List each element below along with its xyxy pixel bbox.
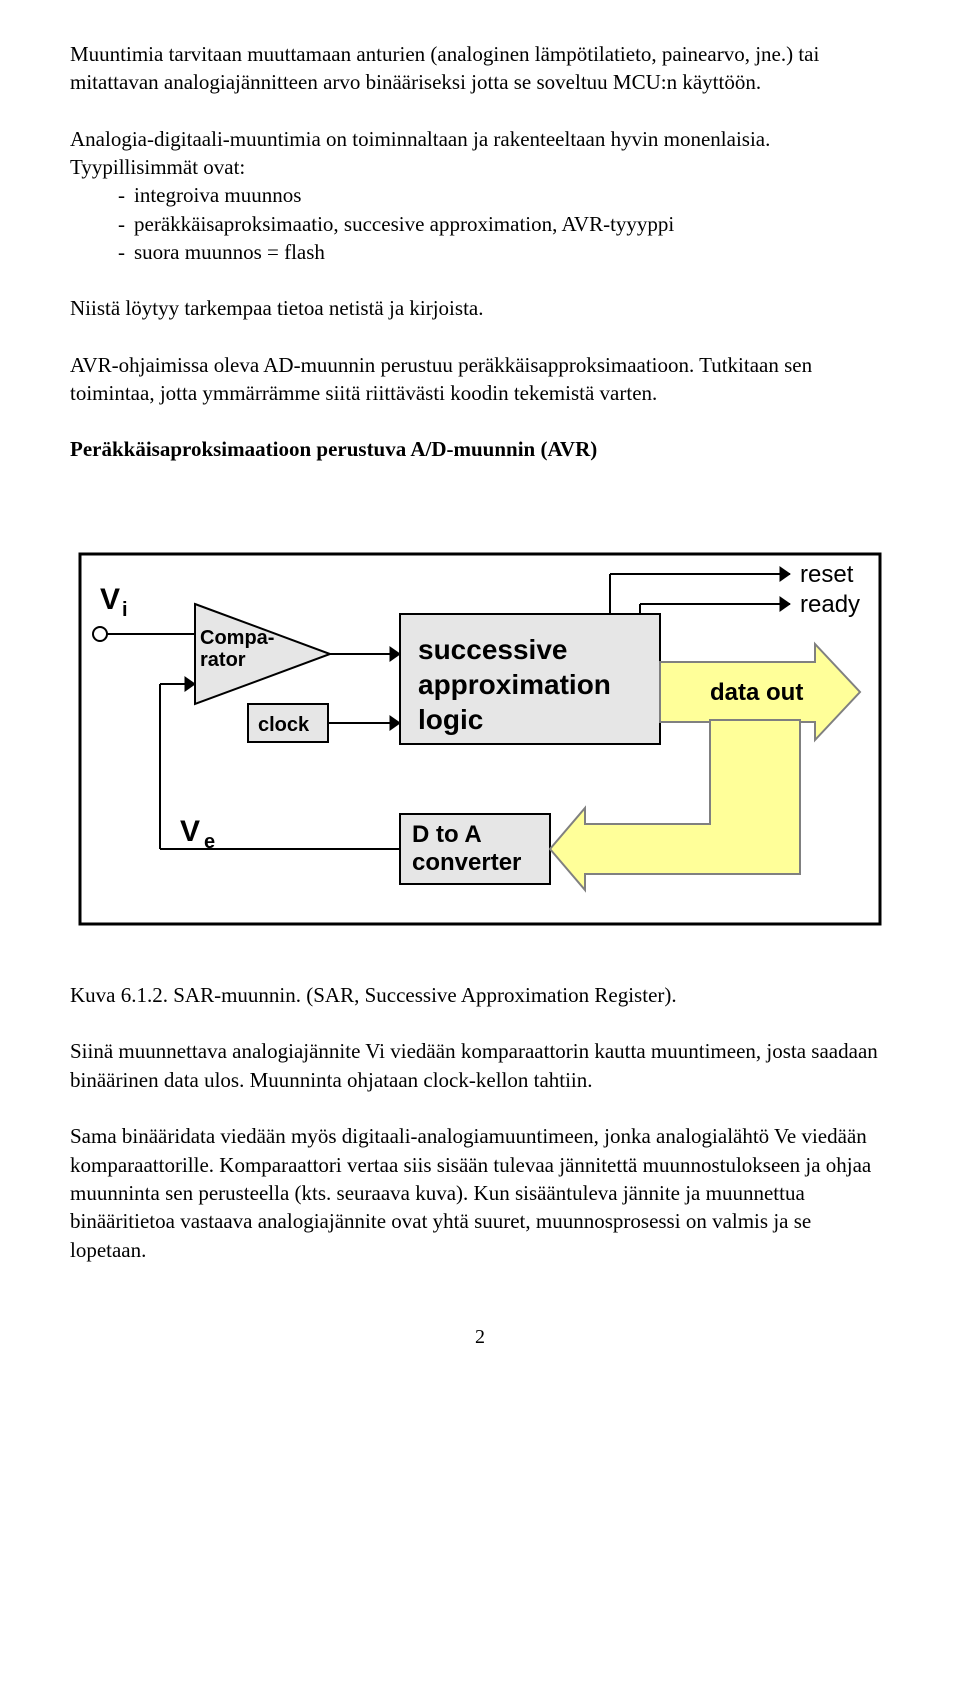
list-text: peräkkäisaproksimaatio, succesive approx… <box>134 210 890 238</box>
svg-text:i: i <box>122 599 128 621</box>
svg-text:data out: data out <box>710 679 803 706</box>
list-text: integroiva muunnos <box>134 181 890 209</box>
svg-text:D to A: D to A <box>412 821 482 848</box>
list-text: suora muunnos = flash <box>134 238 890 266</box>
svg-text:V: V <box>100 583 120 616</box>
types-lead: Analogia-digitaali-muuntimia on toiminna… <box>70 125 890 182</box>
section-heading: Peräkkäisaproksimaatioon perustuva A/D-m… <box>70 435 890 463</box>
svg-text:successive: successive <box>418 634 567 665</box>
svg-text:converter: converter <box>412 849 521 876</box>
document-page: Muuntimia tarvitaan muuttamaan anturien … <box>0 0 960 1391</box>
svg-text:approximation: approximation <box>418 669 611 700</box>
list-item: - peräkkäisaproksimaatio, succesive appr… <box>70 210 890 238</box>
list-dash: - <box>70 210 134 238</box>
svg-text:clock: clock <box>258 714 310 736</box>
paragraph-4: AVR-ohjaimissa oleva AD-muunnin perustuu… <box>70 351 890 408</box>
svg-text:rator: rator <box>200 649 246 671</box>
page-number: 2 <box>70 1324 890 1351</box>
sar-diagram-svg: successive approximation logic Compa-rator c… <box>70 494 890 934</box>
types-block: Analogia-digitaali-muuntimia on toiminna… <box>70 125 890 267</box>
paragraph-5: Siinä muunnettava analogiajännite Vi vie… <box>70 1037 890 1094</box>
svg-text:V: V <box>180 815 200 848</box>
svg-text:Compa-: Compa- <box>200 627 274 649</box>
list-dash: - <box>70 181 134 209</box>
list-item: - integroiva muunnos <box>70 181 890 209</box>
figure-caption: Kuva 6.1.2. SAR-muunnin. (SAR, Successiv… <box>70 981 890 1009</box>
svg-text:reset: reset <box>800 561 854 588</box>
paragraph-6: Sama binääridata viedään myös digitaali-… <box>70 1122 890 1264</box>
svg-text:ready: ready <box>800 591 860 618</box>
list-item: - suora muunnos = flash <box>70 238 890 266</box>
block-diagram: successive approximation logic Compa-rator c… <box>70 494 890 941</box>
list-dash: - <box>70 238 134 266</box>
svg-text:logic: logic <box>418 704 483 735</box>
paragraph-3: Niistä löytyy tarkempaa tietoa netistä j… <box>70 294 890 322</box>
svg-text:e: e <box>204 831 215 853</box>
paragraph-1: Muuntimia tarvitaan muuttamaan anturien … <box>70 40 890 97</box>
